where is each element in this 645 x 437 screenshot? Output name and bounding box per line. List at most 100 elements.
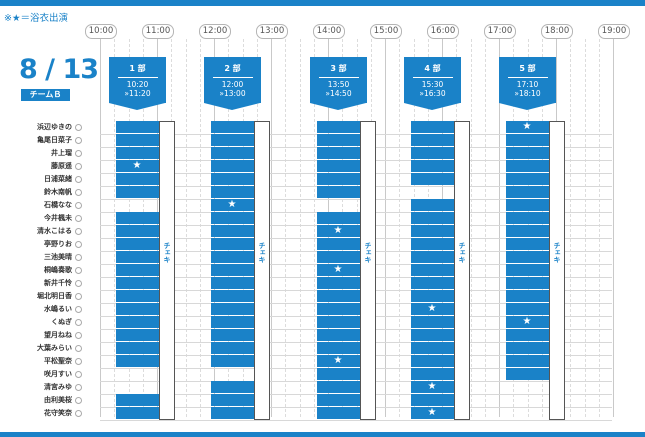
performance-slot bbox=[211, 121, 254, 133]
part-divider bbox=[318, 77, 359, 78]
performance-slot bbox=[211, 225, 254, 237]
member-name: 由利美桜 bbox=[44, 396, 72, 404]
cheki-label: チェキ bbox=[258, 242, 266, 263]
performance-slot bbox=[411, 277, 454, 289]
performance-slot bbox=[411, 199, 454, 211]
hour-gridline bbox=[499, 39, 500, 417]
performance-slot bbox=[116, 121, 159, 133]
cheki-column: チェキ bbox=[360, 121, 376, 420]
cheki-label: チェキ bbox=[163, 242, 171, 263]
quarter-gridline bbox=[114, 39, 116, 417]
performance-slot bbox=[506, 199, 549, 211]
quarter-gridline bbox=[598, 39, 600, 417]
member-marker bbox=[75, 215, 82, 222]
hour-label: 13:00 bbox=[256, 24, 288, 39]
performance-slot bbox=[317, 303, 360, 315]
performance-slot bbox=[116, 238, 159, 250]
performance-slot bbox=[211, 394, 254, 406]
cheki-column: チェキ bbox=[454, 121, 470, 420]
performance-slot bbox=[211, 212, 254, 224]
performance-slot bbox=[211, 186, 254, 198]
member-name: 井上瑠 bbox=[51, 149, 72, 157]
top-color-band bbox=[0, 0, 645, 6]
bottom-color-band bbox=[0, 432, 645, 437]
part-end-time: »14:50 bbox=[325, 89, 352, 98]
part-banner: 1 部 10:20 »11:20 bbox=[109, 57, 166, 110]
performance-slot bbox=[317, 381, 360, 393]
member-name: 藤原遥 bbox=[51, 162, 72, 170]
yukata-star-icon: ★ bbox=[227, 199, 237, 210]
member-marker bbox=[75, 150, 82, 157]
performance-slot bbox=[211, 251, 254, 263]
hour-gridline bbox=[271, 39, 272, 417]
member-name: 新井千怜 bbox=[44, 279, 72, 287]
member-marker bbox=[75, 137, 82, 144]
member-name: 望月ねね bbox=[44, 331, 72, 339]
performance-slot bbox=[211, 316, 254, 328]
performance-slot bbox=[211, 173, 254, 185]
performance-slot bbox=[317, 225, 360, 237]
cheki-label: チェキ bbox=[364, 242, 372, 263]
performance-slot bbox=[116, 212, 159, 224]
performance-slot bbox=[317, 251, 360, 263]
performance-slot bbox=[211, 147, 254, 159]
member-name: 平松聖奈 bbox=[44, 357, 72, 365]
hour-gridline bbox=[100, 39, 101, 417]
performance-slot bbox=[506, 147, 549, 159]
hour-label: 11:00 bbox=[142, 24, 174, 39]
quarter-gridline bbox=[484, 39, 486, 417]
performance-slot bbox=[211, 342, 254, 354]
member-marker bbox=[75, 280, 82, 287]
hour-label: 16:00 bbox=[427, 24, 459, 39]
member-marker bbox=[75, 202, 82, 209]
performance-slot bbox=[411, 147, 454, 159]
performance-slot bbox=[116, 277, 159, 289]
part-start-time: 15:30 bbox=[421, 80, 444, 89]
hour-label: 14:00 bbox=[313, 24, 345, 39]
performance-slot bbox=[317, 316, 360, 328]
part-end-time: »18:10 bbox=[514, 89, 541, 98]
performance-slot bbox=[317, 121, 360, 133]
team-badge: チームＢ bbox=[21, 89, 70, 101]
performance-slot bbox=[317, 342, 360, 354]
performance-slot bbox=[411, 290, 454, 302]
member-marker bbox=[75, 176, 82, 183]
performance-slot bbox=[506, 329, 549, 341]
performance-slot bbox=[411, 407, 454, 419]
performance-slot bbox=[116, 394, 159, 406]
member-marker bbox=[75, 397, 82, 404]
hour-label: 12:00 bbox=[199, 24, 231, 39]
performance-slot bbox=[116, 186, 159, 198]
yukata-star-icon: ★ bbox=[427, 303, 437, 314]
member-name: 桐嶋奏歌 bbox=[44, 266, 72, 274]
member-name: 石橋なな bbox=[44, 201, 72, 209]
part-banner: 3 部 13:50 »14:50 bbox=[310, 57, 367, 110]
part-banner: 5 部 17:10 »18:10 bbox=[499, 57, 556, 110]
performance-slot bbox=[211, 290, 254, 302]
part-banner: 2 部 12:00 »13:00 bbox=[204, 57, 261, 110]
performance-slot bbox=[317, 173, 360, 185]
performance-slot bbox=[506, 160, 549, 172]
member-name: 大葉みらい bbox=[37, 344, 72, 352]
part-end-time: »16:30 bbox=[419, 89, 446, 98]
performance-slot bbox=[411, 368, 454, 380]
part-divider bbox=[117, 77, 158, 78]
performance-slot bbox=[211, 329, 254, 341]
performance-slot bbox=[211, 381, 254, 393]
part-divider bbox=[412, 77, 453, 78]
performance-slot bbox=[317, 147, 360, 159]
performance-slot bbox=[506, 316, 549, 328]
member-marker bbox=[75, 345, 82, 352]
row-gridline bbox=[100, 420, 612, 421]
part-name: 5 部 bbox=[519, 64, 536, 73]
quarter-gridline bbox=[584, 39, 586, 417]
quarter-gridline bbox=[313, 39, 315, 417]
yukata-star-icon: ★ bbox=[427, 381, 437, 392]
member-marker bbox=[75, 267, 82, 274]
performance-slot bbox=[211, 264, 254, 276]
quarter-gridline bbox=[470, 39, 472, 417]
yukata-star-icon: ★ bbox=[333, 225, 343, 236]
member-marker bbox=[75, 163, 82, 170]
performance-slot bbox=[116, 264, 159, 276]
performance-slot bbox=[506, 277, 549, 289]
